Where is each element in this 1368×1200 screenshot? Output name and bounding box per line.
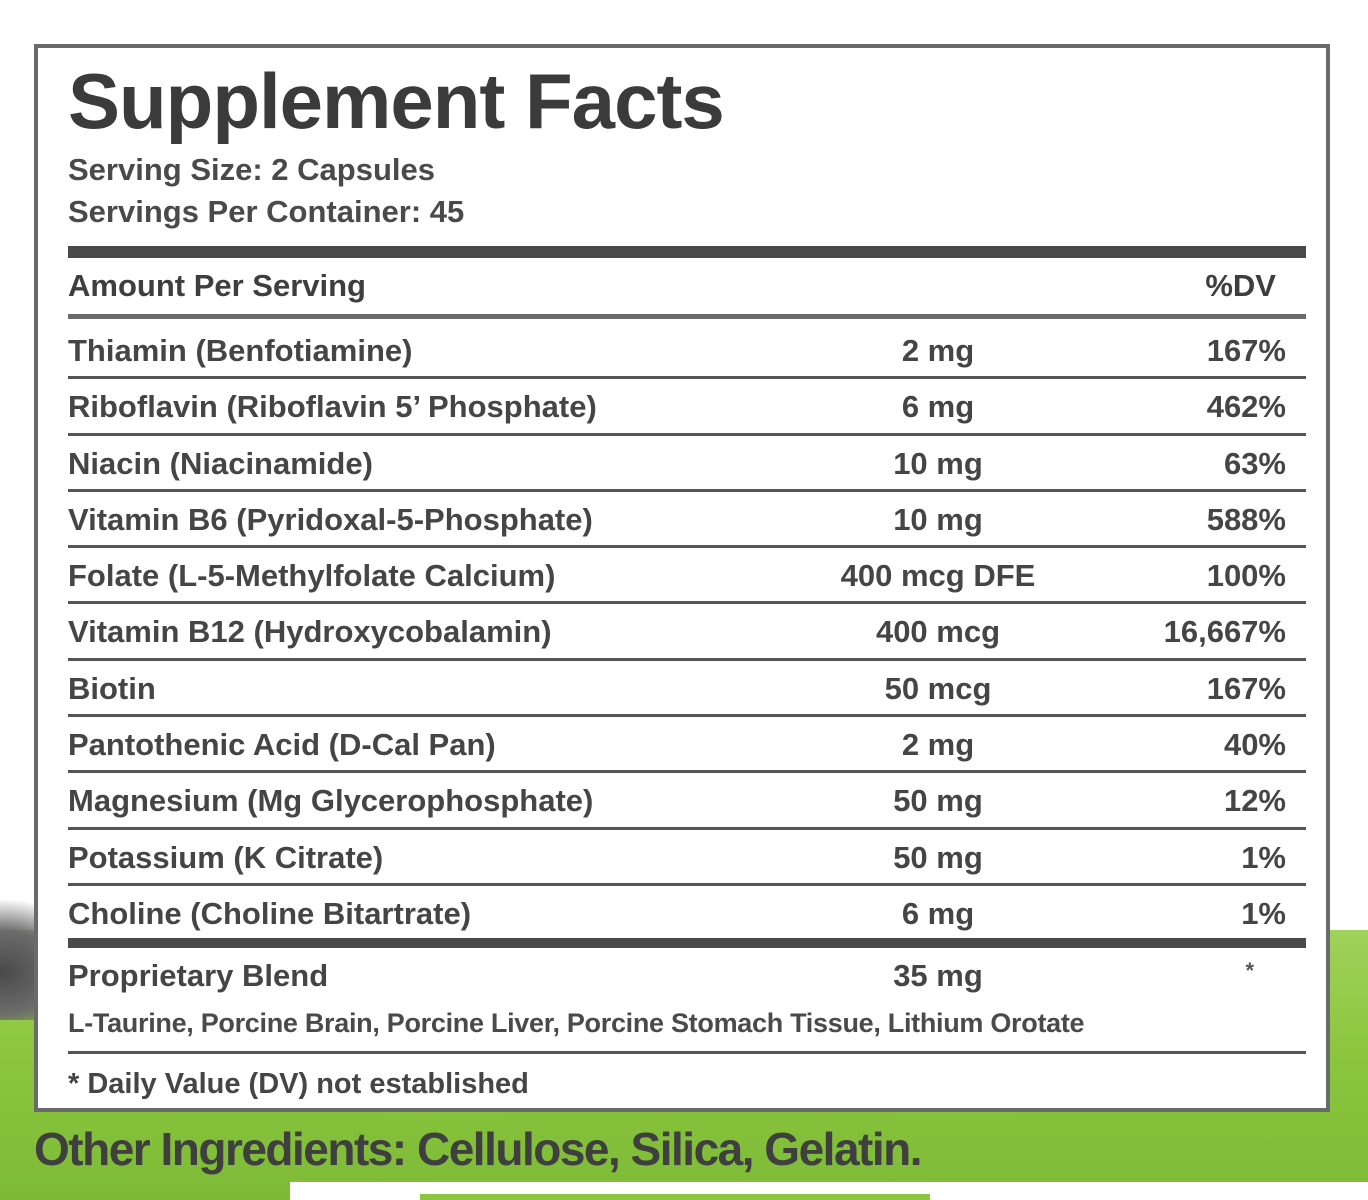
nutrient-amount: 2 mg xyxy=(901,727,975,763)
table-row: Pantothenic Acid (D-Cal Pan) 2 mg 40% xyxy=(68,717,1306,774)
nutrient-amount: 10 mg xyxy=(893,445,983,481)
background-green-bar xyxy=(420,1194,930,1200)
header-dv: %DV xyxy=(1205,268,1276,303)
nutrient-name: Niacin (Niacinamide) xyxy=(68,445,373,481)
nutrient-name: Riboflavin (Riboflavin 5’ Phosphate) xyxy=(68,389,597,425)
table-row: Potassium (K Citrate) 50 mg 1% xyxy=(68,830,1306,886)
nutrient-dv: 588% xyxy=(1206,501,1286,537)
nutrient-amount: 400 mcg xyxy=(875,614,1001,650)
table-row: Niacin (Niacinamide) 10 mg 63% xyxy=(68,436,1306,492)
nutrient-amount: 50 mg xyxy=(893,783,983,819)
label-title: Supplement Facts xyxy=(68,57,725,145)
nutrient-dv: 167% xyxy=(1206,333,1286,368)
nutrient-name: Vitamin B6 (Pyridoxal-5-Phosphate) xyxy=(68,501,593,537)
table-row: Vitamin B6 (Pyridoxal-5-Phosphate) 10 mg… xyxy=(68,492,1306,549)
nutrient-name: Biotin xyxy=(68,670,156,706)
nutrient-name: Choline (Choline Bitartrate) xyxy=(68,895,472,931)
divider-bottom xyxy=(68,1051,1306,1054)
nutrient-dv: 1% xyxy=(1241,895,1286,931)
nutrient-name: Potassium (K Citrate) xyxy=(68,839,384,875)
table-header: Amount Per Serving %DV xyxy=(68,266,1306,316)
other-ingredients: Other Ingredients: Cellulose, Silica, Ge… xyxy=(34,1123,923,1175)
servings-per-container: Servings Per Container: 45 xyxy=(68,194,465,229)
table-row: Biotin 50 mcg 167% xyxy=(68,661,1306,718)
nutrient-amount: 6 mg xyxy=(901,389,975,425)
header-amount-per-serving: Amount Per Serving xyxy=(68,268,366,303)
divider-header xyxy=(68,314,1306,319)
table-row: Magnesium (Mg Glycerophosphate) 50 mg 12… xyxy=(68,773,1306,830)
nutrient-dv: 40% xyxy=(1223,727,1286,763)
table-row: Choline (Choline Bitartrate) 6 mg 1% xyxy=(68,886,1306,942)
nutrient-name: Pantothenic Acid (D-Cal Pan) xyxy=(68,727,496,763)
blend-name: Proprietary Blend xyxy=(68,958,329,993)
nutrient-dv: 167% xyxy=(1206,670,1286,706)
nutrient-amount: 10 mg xyxy=(893,501,983,537)
blend-ingredients: L-Taurine, Porcine Brain, Porcine Liver,… xyxy=(68,1008,1085,1038)
nutrient-amount: 50 mg xyxy=(893,839,983,875)
serving-size: Serving Size: 2 Capsules xyxy=(68,152,435,187)
nutrient-amount: 6 mg xyxy=(901,895,975,931)
blend-amount: 35 mg xyxy=(893,958,983,993)
divider-thick-top xyxy=(68,246,1306,258)
nutrient-amount: 400 mcg DFE xyxy=(840,558,1036,594)
proprietary-blend-row: Proprietary Blend 35 mg * xyxy=(68,954,1306,1004)
nutrient-dv: 1% xyxy=(1241,839,1286,875)
table-row: Thiamin (Benfotiamine) 2 mg 167% xyxy=(68,323,1306,380)
nutrient-amount: 2 mg xyxy=(901,333,975,368)
table-row: Riboflavin (Riboflavin 5’ Phosphate) 6 m… xyxy=(68,379,1306,436)
nutrient-name: Folate (L-5-Methylfolate Calcium) xyxy=(68,558,556,594)
nutrient-name: Vitamin B12 (Hydroxycobalamin) xyxy=(68,614,552,650)
table-row: Vitamin B12 (Hydroxycobalamin) 400 mcg 1… xyxy=(68,604,1306,661)
table-row: Folate (L-5-Methylfolate Calcium) 400 mc… xyxy=(68,548,1306,605)
dv-footnote: * Daily Value (DV) not established xyxy=(68,1068,529,1100)
nutrient-dv: 63% xyxy=(1223,445,1286,481)
nutrient-dv: 12% xyxy=(1223,783,1286,819)
nutrient-dv: 462% xyxy=(1206,389,1286,425)
nutrient-dv: 16,667% xyxy=(1163,614,1286,650)
supplement-facts-panel: Supplement Facts Serving Size: 2 Capsule… xyxy=(34,44,1330,1112)
nutrient-name: Magnesium (Mg Glycerophosphate) xyxy=(68,783,594,819)
divider-thick-blend xyxy=(68,938,1306,948)
nutrient-amount: 50 mcg xyxy=(884,670,992,706)
blend-dv: * xyxy=(1245,958,1254,983)
nutrient-dv: 100% xyxy=(1206,558,1286,594)
nutrient-table: Thiamin (Benfotiamine) 2 mg 167% Ribofla… xyxy=(68,323,1306,942)
nutrient-name: Thiamin (Benfotiamine) xyxy=(68,333,413,368)
